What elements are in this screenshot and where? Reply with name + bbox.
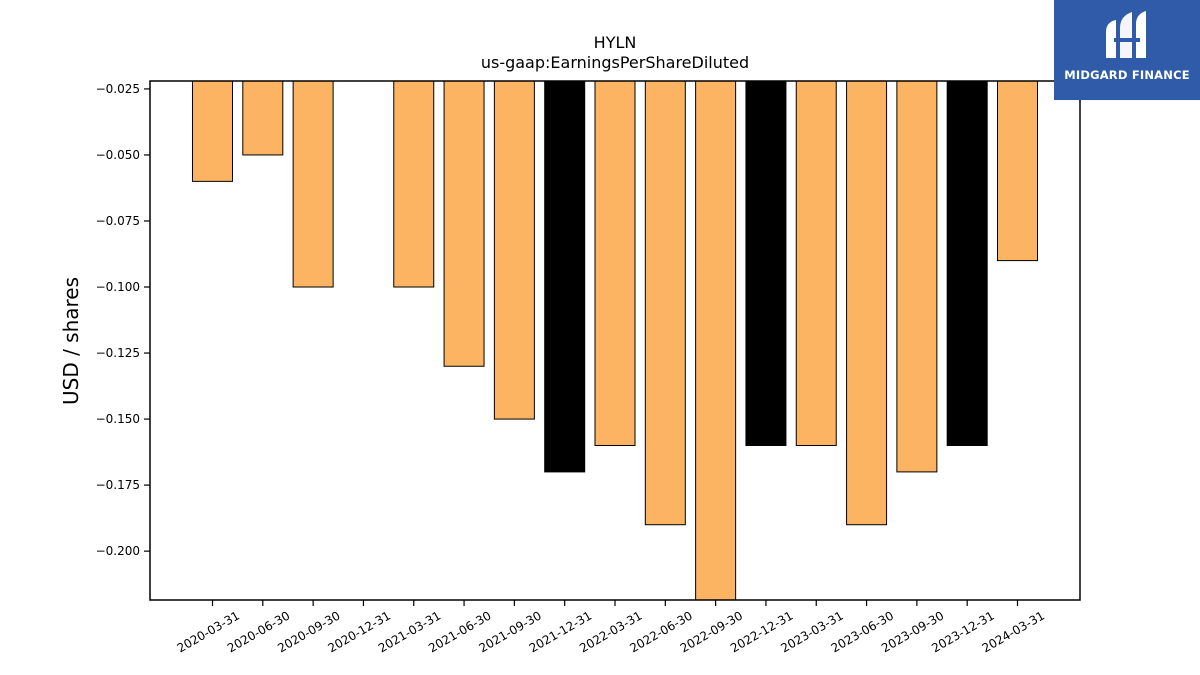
y-tick-label: −0.175 (96, 478, 140, 492)
y-tick-label: −0.025 (96, 82, 140, 96)
bar-2022-03-31 (594, 80, 636, 446)
y-tick-label: −0.150 (96, 412, 140, 426)
brand-logo-text: MIDGARD FINANCE (1064, 68, 1190, 82)
bar-2020-06-30 (242, 80, 284, 156)
y-tick-label: −0.125 (96, 346, 140, 360)
bar-2020-03-31 (192, 80, 233, 182)
y-axis-label: USD / shares (59, 277, 83, 405)
bar-2022-12-31 (745, 80, 787, 446)
bar-2024-03-31 (997, 80, 1038, 262)
bar-2022-06-30 (644, 80, 686, 526)
y-tick-label: −0.075 (96, 214, 140, 228)
bar-2021-06-30 (443, 80, 485, 367)
bar-2021-09-30 (493, 80, 535, 420)
brand-logo: MIDGARD FINANCE (1054, 0, 1200, 100)
bar-2023-03-31 (795, 80, 837, 446)
bar-2022-09-30 (695, 80, 737, 601)
bar-2023-09-30 (896, 80, 938, 473)
y-tick-label: −0.050 (96, 148, 140, 162)
bar-2021-12-31 (544, 80, 586, 473)
bar-2021-03-31 (393, 80, 435, 288)
plot-frame (149, 80, 1081, 601)
bar-2023-12-31 (946, 80, 988, 446)
chart-subtitle: us-gaap:EarningsPerShareDiluted (481, 53, 749, 72)
y-tick-label: −0.100 (96, 280, 140, 294)
y-tick-label: −0.200 (96, 544, 140, 558)
bar-2023-06-30 (846, 80, 888, 526)
chart-title: HYLN (594, 33, 637, 52)
midgard-logo-icon (1106, 11, 1146, 58)
bar-2020-09-30 (292, 80, 334, 288)
